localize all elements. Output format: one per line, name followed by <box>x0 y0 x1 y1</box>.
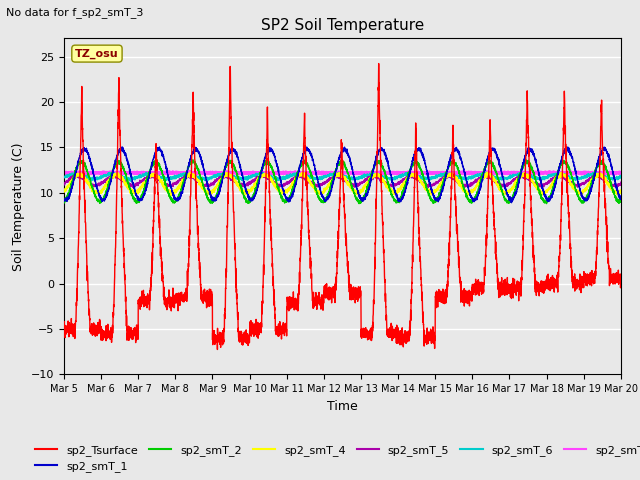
Text: TZ_osu: TZ_osu <box>75 48 119 59</box>
Title: SP2 Soil Temperature: SP2 Soil Temperature <box>260 18 424 33</box>
Text: No data for f_sp2_smT_3: No data for f_sp2_smT_3 <box>6 7 144 18</box>
X-axis label: Time: Time <box>327 400 358 413</box>
Y-axis label: Soil Temperature (C): Soil Temperature (C) <box>12 142 26 271</box>
Legend: sp2_Tsurface, sp2_smT_1, sp2_smT_2, sp2_smT_4, sp2_smT_5, sp2_smT_6, sp2_smT_7: sp2_Tsurface, sp2_smT_1, sp2_smT_2, sp2_… <box>31 441 640 477</box>
